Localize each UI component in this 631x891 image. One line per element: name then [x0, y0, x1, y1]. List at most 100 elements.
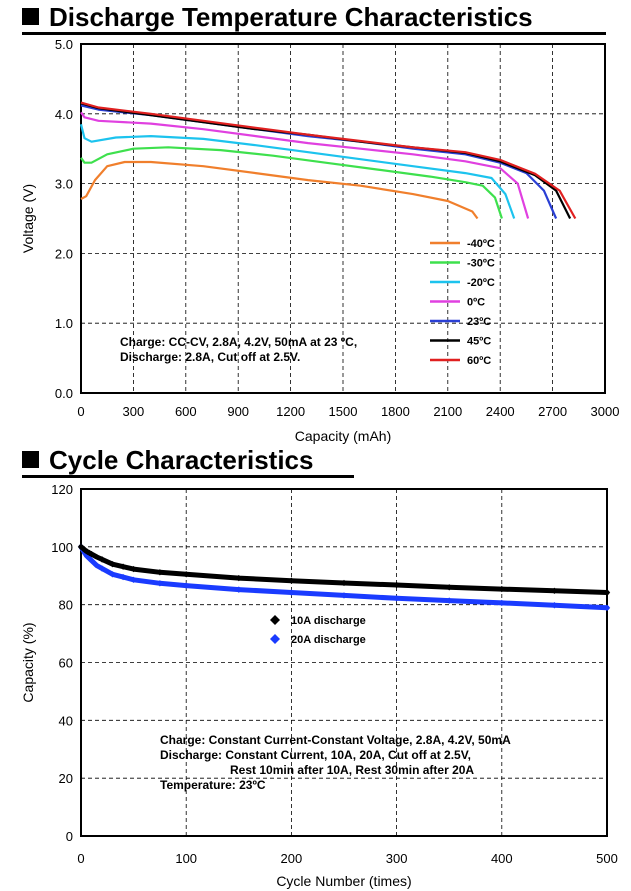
data-marker — [446, 584, 453, 591]
data-marker — [393, 595, 400, 602]
x-tick-label: 1200 — [276, 404, 305, 419]
data-marker — [446, 597, 453, 604]
legend-label: -20ºC — [467, 277, 495, 289]
legend-label: -30ºC — [467, 258, 495, 270]
x-tick-label: 200 — [281, 851, 303, 866]
legend-label: -40ºC — [467, 238, 495, 250]
y-axis-label: Capacity (%) — [20, 622, 36, 702]
series-line — [78, 544, 610, 611]
data-marker — [109, 571, 116, 578]
data-marker — [183, 571, 190, 578]
data-marker — [288, 589, 295, 596]
y-tick-label: 2.0 — [55, 246, 73, 261]
annotation-text: Charge: CC-CV, 2.8A, 4.2V, 50mA at 23 ºC… — [120, 335, 357, 349]
series-line — [79, 124, 516, 219]
square-bullet-icon — [22, 451, 39, 468]
x-axis-label: Capacity (mAh) — [295, 428, 391, 444]
data-marker — [86, 549, 93, 557]
x-tick-label: 300 — [386, 851, 408, 866]
annotation-text: Charge: Constant Current-Constant Voltag… — [160, 733, 511, 747]
data-marker — [498, 599, 505, 607]
legend-label: 10A discharge — [291, 615, 366, 627]
data-marker — [130, 565, 137, 573]
x-tick-label: 1800 — [381, 404, 410, 419]
annotation-text: Temperature: 23ºC — [160, 778, 266, 792]
x-tick-label: 0 — [77, 404, 84, 419]
data-marker — [109, 560, 116, 568]
y-tick-label: 5.0 — [55, 37, 73, 52]
x-tick-label: 600 — [175, 404, 197, 419]
annotation-text: Discharge: 2.8A, Cut off at 2.5V. — [120, 350, 300, 364]
y-axis-label: Voltage (V) — [20, 184, 36, 253]
data-marker — [288, 577, 295, 584]
data-marker — [340, 592, 348, 599]
discharge-title-text: Discharge Temperature Characteristics — [49, 2, 533, 32]
legend-marker — [270, 634, 280, 644]
data-marker — [84, 548, 91, 555]
data-marker — [119, 563, 127, 570]
legend-label: 20A discharge — [291, 634, 366, 646]
square-bullet-icon — [22, 8, 39, 25]
data-marker — [156, 569, 164, 576]
x-tick-label: 900 — [227, 404, 249, 419]
y-tick-label: 3.0 — [55, 177, 73, 192]
x-tick-label: 2700 — [538, 404, 567, 419]
legend-label: 60ºC — [467, 355, 491, 367]
x-tick-label: 2400 — [486, 404, 515, 419]
series-line — [80, 146, 503, 219]
cycle-section-title: Cycle Characteristics — [22, 445, 313, 475]
y-tick-label: 1.0 — [55, 316, 73, 331]
y-tick-label: 4.0 — [55, 107, 73, 122]
y-tick-label: 20 — [59, 771, 73, 786]
data-marker — [183, 582, 190, 589]
data-marker — [235, 574, 242, 582]
series-line — [80, 160, 479, 220]
x-tick-label: 500 — [596, 851, 618, 866]
data-marker — [498, 585, 505, 593]
legend-label: 0ºC — [467, 297, 485, 309]
y-tick-label: 80 — [59, 598, 73, 613]
data-marker — [88, 550, 95, 558]
y-tick-label: 0 — [66, 829, 73, 844]
series-line — [80, 111, 530, 219]
data-marker — [603, 604, 611, 612]
x-tick-label: 400 — [491, 851, 513, 866]
x-tick-label: 300 — [123, 404, 145, 419]
data-marker — [156, 580, 164, 587]
discharge-title-underline — [22, 32, 606, 35]
data-marker — [340, 579, 348, 587]
annotation-text: Discharge: Constant Current, 10A, 20A, C… — [160, 748, 471, 762]
data-marker — [79, 545, 87, 552]
data-marker — [603, 589, 611, 596]
y-tick-label: 60 — [59, 656, 73, 671]
y-tick-label: 40 — [59, 713, 73, 728]
data-marker — [98, 565, 106, 572]
x-tick-label: 1500 — [329, 404, 358, 419]
x-axis-label: Cycle Number (times) — [276, 873, 411, 889]
cycle-title-text: Cycle Characteristics — [49, 445, 314, 475]
data-marker — [393, 581, 400, 589]
plot-frame — [80, 43, 606, 394]
series-line — [80, 101, 577, 220]
data-marker — [98, 556, 106, 563]
legend-marker — [270, 615, 280, 625]
data-marker — [119, 573, 127, 581]
data-marker — [551, 602, 558, 609]
y-tick-label: 100 — [51, 540, 73, 555]
y-tick-label: 120 — [51, 482, 73, 497]
x-tick-label: 2100 — [433, 404, 462, 419]
x-tick-label: 0 — [77, 851, 84, 866]
x-tick-label: 100 — [175, 851, 197, 866]
data-marker — [551, 587, 558, 594]
data-marker — [130, 576, 137, 583]
annotation-text: Rest 10min after 10A, Rest 30min after 2… — [230, 763, 474, 777]
data-marker — [86, 555, 93, 562]
legend-label: 23ºC — [467, 316, 491, 328]
data-marker — [88, 557, 95, 564]
legend-label: 45ºC — [467, 336, 491, 348]
y-tick-label: 0.0 — [55, 386, 73, 401]
cycle-title-underline — [22, 475, 354, 478]
plot-frame — [80, 488, 608, 837]
